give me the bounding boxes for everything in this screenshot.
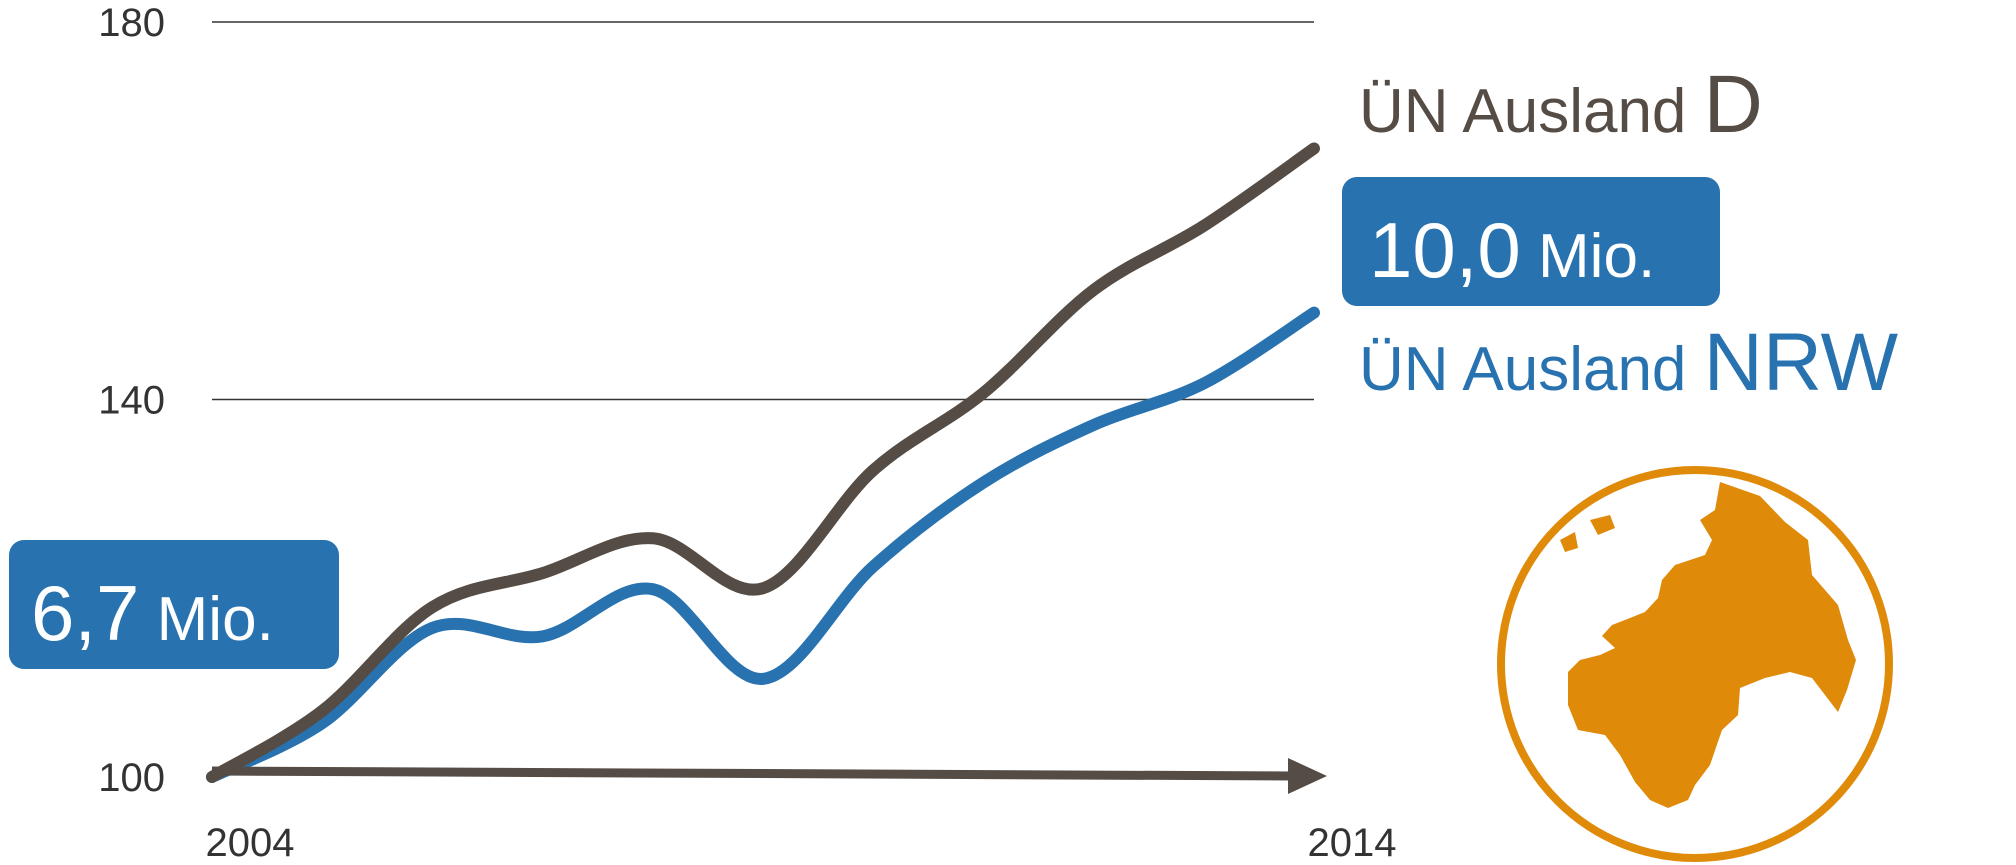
x-tick-label: 2004 xyxy=(206,821,295,865)
y-tick-label: 140 xyxy=(98,379,165,423)
y-tick-label: 100 xyxy=(98,756,165,800)
globe-icon xyxy=(1497,466,1893,862)
annotation: 6,7 Mio. xyxy=(31,569,274,657)
legend-label: ÜN Ausland D xyxy=(1359,59,1763,150)
annotation: 10,0 Mio. xyxy=(1369,206,1655,294)
x-axis-arrow xyxy=(211,766,1293,781)
series-line xyxy=(206,142,1320,783)
annotation-box xyxy=(1342,177,1720,306)
y-tick-label: 180 xyxy=(98,1,165,45)
grid xyxy=(212,21,1314,401)
lines xyxy=(206,142,1320,783)
annotation-box xyxy=(9,540,339,669)
legend-label: ÜN Ausland NRW xyxy=(1359,317,1899,408)
series-line xyxy=(206,306,1320,783)
x-axis-arrowhead xyxy=(1288,758,1327,794)
x-tick-label: 2014 xyxy=(1308,821,1397,865)
